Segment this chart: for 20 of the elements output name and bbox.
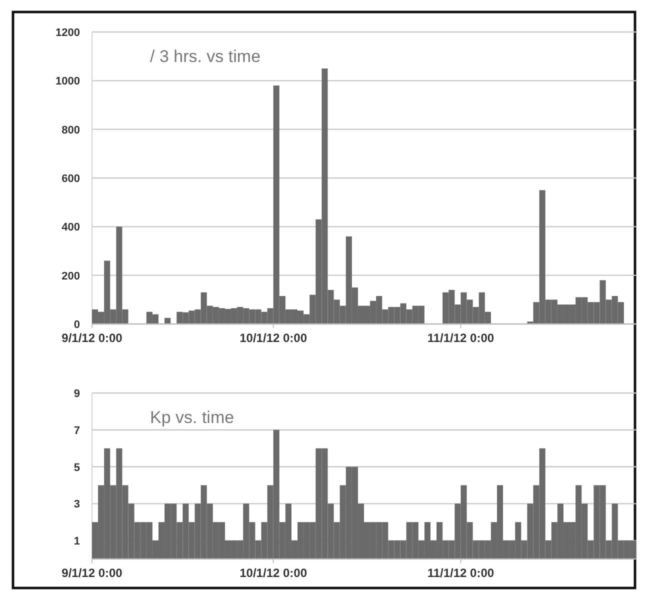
x-tick-label: 11/1/12 0:00 xyxy=(427,566,494,580)
y-tick-label: 0 xyxy=(74,319,80,331)
x-tick-label: 11/1/12 0:00 xyxy=(427,331,494,345)
y-tick-label: 3 xyxy=(74,498,80,511)
x-tick-label: 9/1/12 0:00 xyxy=(62,566,123,580)
y-tick-label: 200 xyxy=(62,270,80,282)
y-tick-label: 800 xyxy=(62,124,80,136)
text: Kp vs. time xyxy=(150,408,234,427)
y-tick-label: 400 xyxy=(62,222,80,234)
y-tick-label: 5 xyxy=(74,462,80,474)
y-tick-label: 1200 xyxy=(56,27,80,39)
y-tick-label: 600 xyxy=(62,173,80,185)
x-tick-label: 10/1/12 0:00 xyxy=(240,331,308,345)
y-tick-label: 9 xyxy=(74,388,80,400)
y-tick-label: 7 xyxy=(74,424,80,437)
text: / 3 hrs. vs time xyxy=(150,47,261,66)
x-tick-label: 10/1/12 0:00 xyxy=(240,566,308,580)
y-tick-label: 1000 xyxy=(56,76,80,88)
y-tick-label: 1 xyxy=(74,536,80,548)
x-tick-label: 9/1/12 0:00 xyxy=(62,331,123,345)
